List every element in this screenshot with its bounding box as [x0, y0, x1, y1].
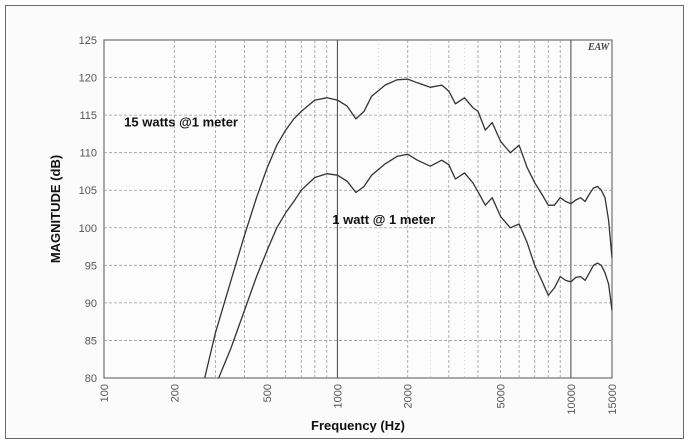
- y-tick-label: 125: [79, 35, 97, 47]
- x-tick-label: 200: [169, 384, 181, 402]
- plot-area: [103, 39, 613, 379]
- y-tick-label: 80: [85, 373, 97, 385]
- x-tick-label: 500: [262, 384, 274, 402]
- y-tick-label: 105: [79, 185, 97, 197]
- x-tick-label: 15000: [607, 384, 619, 415]
- series-line-0: [204, 78, 613, 379]
- x-tick-label: 5000: [496, 384, 508, 408]
- y-axis-title: MAGNITUDE (dB): [48, 155, 63, 263]
- y-tick-labels: 80 85 90 95 100 105 110 115 120 125: [79, 35, 97, 385]
- series-annotations: 15 watts @1 meter 1 watt @ 1 meter: [124, 114, 435, 227]
- x-tick-label: 1000: [332, 384, 344, 408]
- y-tick-label: 115: [79, 110, 97, 122]
- x-tick-labels: 100 200 500 1000 2000 5000 10000 15000: [99, 384, 619, 415]
- y-tick-label: 120: [79, 73, 97, 85]
- x-tick-label: 10000: [566, 384, 578, 415]
- x-tick-label: 100: [99, 384, 111, 402]
- y-tick-label: 110: [79, 148, 97, 160]
- series-line-1: [218, 153, 613, 379]
- y-tick-label: 95: [85, 260, 97, 272]
- y-tick-label: 90: [85, 298, 97, 310]
- y-tick-label: 100: [79, 223, 97, 235]
- series-label-0: 15 watts @1 meter: [124, 114, 238, 129]
- series-label-1: 1 watt @ 1 meter: [332, 212, 435, 227]
- grid: [104, 40, 612, 378]
- series-lines: [204, 78, 613, 379]
- brand-logo: EAW: [587, 42, 610, 53]
- x-tick-label: 2000: [403, 384, 415, 408]
- y-tick-label: 85: [85, 335, 97, 347]
- x-axis-title: Frequency (Hz): [311, 418, 405, 433]
